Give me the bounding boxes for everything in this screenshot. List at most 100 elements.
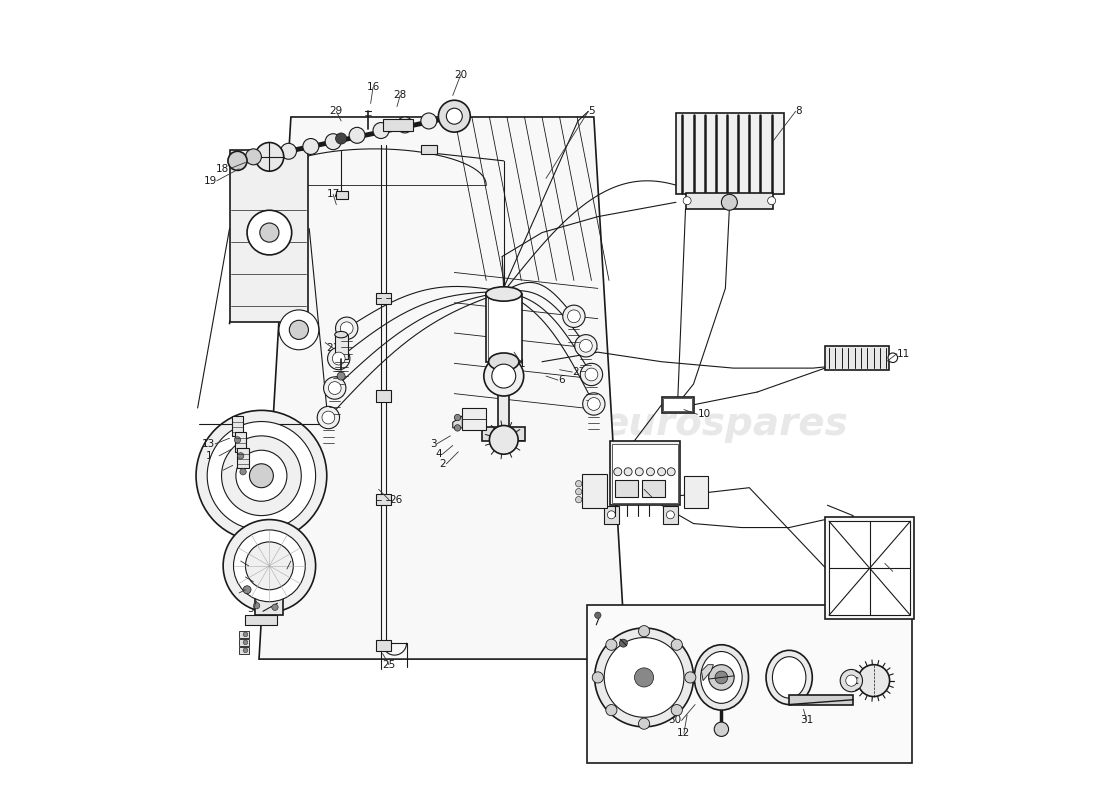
- Circle shape: [492, 364, 516, 388]
- Text: 18: 18: [217, 164, 230, 174]
- Circle shape: [337, 372, 345, 380]
- Circle shape: [332, 352, 345, 365]
- Circle shape: [638, 626, 650, 637]
- Bar: [232, 416, 243, 436]
- Circle shape: [595, 628, 693, 727]
- Circle shape: [606, 705, 617, 716]
- Circle shape: [684, 672, 696, 683]
- Circle shape: [575, 481, 582, 487]
- Circle shape: [250, 464, 274, 488]
- Circle shape: [575, 489, 582, 495]
- Text: 21: 21: [327, 343, 340, 353]
- Circle shape: [289, 320, 308, 339]
- Bar: [684, 476, 708, 508]
- Bar: [609, 442, 680, 506]
- Text: 9: 9: [890, 566, 896, 577]
- Bar: [661, 397, 693, 413]
- Text: 32: 32: [246, 604, 260, 614]
- Bar: [604, 506, 618, 523]
- Bar: [482, 427, 526, 442]
- Text: 4: 4: [436, 450, 442, 459]
- Circle shape: [223, 519, 316, 612]
- Bar: [376, 390, 390, 402]
- Text: 16: 16: [366, 82, 379, 93]
- Ellipse shape: [701, 651, 743, 703]
- Circle shape: [715, 671, 728, 684]
- Text: 33: 33: [284, 556, 297, 566]
- Ellipse shape: [334, 331, 348, 338]
- Circle shape: [595, 612, 601, 618]
- Circle shape: [280, 143, 297, 159]
- Circle shape: [888, 353, 898, 362]
- Circle shape: [248, 210, 292, 255]
- Circle shape: [328, 347, 350, 370]
- Circle shape: [580, 339, 592, 352]
- Circle shape: [243, 640, 248, 645]
- Text: 5: 5: [588, 106, 595, 117]
- Text: 22: 22: [234, 556, 248, 566]
- Bar: [421, 145, 437, 154]
- Text: 14: 14: [206, 451, 219, 461]
- Circle shape: [340, 322, 353, 334]
- Circle shape: [638, 718, 650, 730]
- Circle shape: [336, 133, 346, 144]
- Circle shape: [574, 334, 597, 357]
- Text: 11: 11: [896, 349, 910, 358]
- Text: 3: 3: [430, 439, 437, 449]
- Bar: [239, 631, 249, 638]
- Circle shape: [658, 468, 666, 476]
- Polygon shape: [702, 665, 714, 681]
- Bar: [376, 293, 390, 304]
- Bar: [613, 444, 678, 503]
- Bar: [486, 294, 522, 362]
- Bar: [825, 517, 914, 619]
- Text: 27: 27: [572, 367, 585, 377]
- Ellipse shape: [486, 286, 521, 301]
- Text: 17: 17: [327, 190, 340, 199]
- Circle shape: [667, 511, 674, 518]
- Bar: [383, 119, 412, 130]
- Circle shape: [454, 425, 461, 431]
- Bar: [789, 695, 852, 705]
- Circle shape: [228, 151, 248, 170]
- Circle shape: [575, 497, 582, 503]
- Circle shape: [221, 436, 301, 515]
- Circle shape: [439, 100, 471, 132]
- Bar: [615, 480, 638, 498]
- Bar: [334, 334, 348, 358]
- Circle shape: [245, 149, 262, 165]
- Circle shape: [196, 410, 327, 541]
- Ellipse shape: [772, 657, 806, 698]
- Text: 7: 7: [649, 492, 656, 502]
- Bar: [825, 346, 889, 370]
- Circle shape: [302, 138, 319, 154]
- Circle shape: [245, 542, 294, 590]
- Circle shape: [614, 468, 622, 476]
- Circle shape: [624, 468, 632, 476]
- Circle shape: [234, 437, 241, 443]
- Circle shape: [235, 450, 287, 502]
- Circle shape: [336, 317, 358, 339]
- Bar: [487, 295, 520, 360]
- Bar: [239, 647, 249, 654]
- Text: 1: 1: [519, 359, 526, 369]
- Circle shape: [846, 675, 857, 686]
- Ellipse shape: [498, 426, 509, 435]
- Circle shape: [240, 469, 246, 475]
- Circle shape: [671, 705, 682, 716]
- Text: 10: 10: [697, 410, 711, 419]
- Circle shape: [858, 665, 890, 697]
- Circle shape: [272, 604, 278, 610]
- Circle shape: [647, 468, 654, 476]
- Circle shape: [587, 398, 601, 410]
- Text: 31: 31: [800, 715, 813, 726]
- Text: 20: 20: [454, 70, 467, 80]
- Text: 28: 28: [394, 90, 407, 101]
- Bar: [376, 640, 390, 651]
- Circle shape: [349, 127, 365, 143]
- Circle shape: [397, 117, 412, 133]
- Bar: [582, 474, 607, 508]
- Circle shape: [583, 393, 605, 415]
- Text: 2: 2: [440, 458, 447, 469]
- Circle shape: [619, 639, 627, 647]
